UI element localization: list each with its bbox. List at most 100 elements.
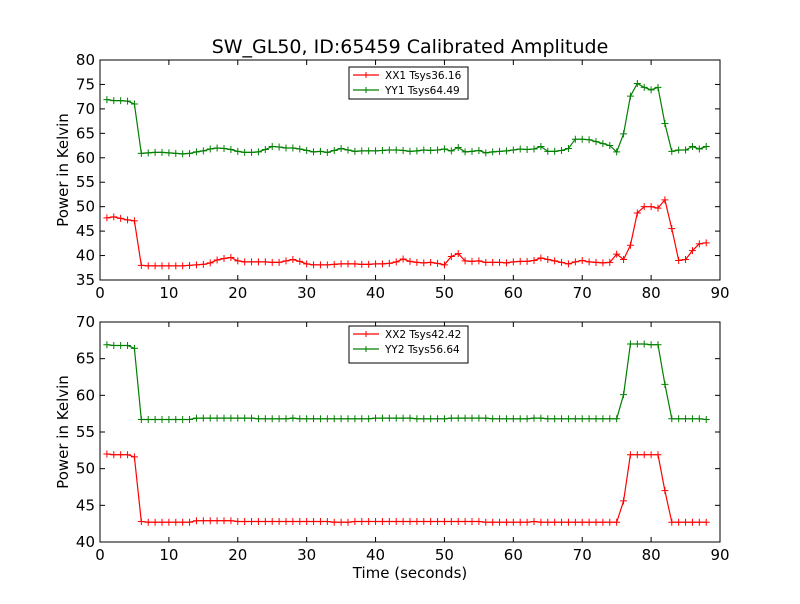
data-point: [434, 259, 442, 267]
data-point: [420, 146, 428, 154]
data-point: [530, 517, 538, 525]
data-point: [344, 260, 352, 268]
data-point: [537, 143, 545, 151]
data-point: [282, 415, 290, 423]
y-tick-label: 50: [76, 460, 95, 478]
data-point: [392, 258, 400, 266]
data-point: [461, 414, 469, 422]
data-point: [337, 518, 345, 526]
x-tick-label: 10: [159, 284, 178, 302]
data-point: [461, 148, 469, 156]
data-point: [654, 204, 662, 212]
data-point: [351, 147, 359, 155]
data-point: [261, 258, 269, 266]
data-point: [702, 143, 710, 151]
data-point: [282, 517, 290, 525]
data-point: [399, 255, 407, 263]
data-point: [558, 146, 566, 154]
x-tick-label: 0: [95, 284, 105, 302]
data-point: [454, 414, 462, 422]
data-point: [399, 414, 407, 422]
data-point: [551, 257, 559, 265]
data-point: [558, 258, 566, 266]
data-point: [599, 259, 607, 267]
data-point: [365, 517, 373, 525]
data-point: [372, 260, 380, 268]
data-point: [385, 146, 393, 154]
y-tick-label: 40: [76, 247, 95, 265]
data-point: [151, 416, 159, 424]
data-point: [668, 225, 676, 233]
data-point: [682, 415, 690, 423]
data-point: [502, 518, 510, 526]
data-point: [640, 340, 648, 348]
data-point: [241, 148, 249, 156]
data-point: [468, 414, 476, 422]
data-point: [620, 497, 628, 505]
y-tick-label: 65: [76, 350, 95, 368]
y-tick-label: 55: [76, 173, 95, 191]
data-point: [468, 257, 476, 265]
data-point: [592, 258, 600, 266]
data-point: [241, 258, 249, 266]
data-point: [413, 517, 421, 525]
data-point: [682, 146, 690, 154]
data-point: [158, 416, 166, 424]
data-point: [668, 147, 676, 155]
data-point: [420, 259, 428, 267]
data-point: [592, 415, 600, 423]
data-point: [647, 451, 655, 459]
data-point: [117, 451, 125, 459]
data-point: [482, 149, 490, 157]
legend-box: [348, 325, 469, 364]
data-point: [151, 262, 159, 270]
data-point: [117, 214, 125, 222]
data-point: [613, 518, 621, 526]
data-point: [447, 517, 455, 525]
data-point: [454, 517, 462, 525]
data-point: [261, 145, 269, 153]
data-point: [620, 255, 628, 263]
data-point: [220, 254, 228, 262]
data-point: [344, 146, 352, 154]
data-point: [385, 414, 393, 422]
data-point: [392, 146, 400, 154]
data-point: [158, 262, 166, 270]
data-point: [702, 518, 710, 526]
data-point: [179, 518, 187, 526]
data-point: [447, 147, 455, 155]
chart-panel-1: 0 10 20 30 40 50 60 70 80 90 35 40 45 50 55 60 65 70 75 80 P…: [54, 51, 730, 302]
y-tick-label: 60: [76, 149, 95, 167]
x-tick-label: 70: [573, 546, 592, 564]
data-point: [316, 147, 324, 155]
data-point: [571, 518, 579, 526]
data-point: [564, 415, 572, 423]
data-point: [578, 256, 586, 264]
data-point: [358, 517, 366, 525]
data-point: [103, 450, 111, 458]
data-point: [482, 518, 490, 526]
data-point: [661, 380, 669, 388]
data-point: [323, 517, 331, 525]
x-tick-label: 40: [366, 546, 385, 564]
y-tick-label: 50: [76, 198, 95, 216]
data-point: [544, 415, 552, 423]
data-point: [213, 256, 221, 264]
data-point: [620, 130, 628, 138]
data-point: [282, 144, 290, 152]
data-point: [296, 415, 304, 423]
data-point: [585, 136, 593, 144]
data-point: [372, 517, 380, 525]
data-point: [523, 145, 531, 153]
data-point: [323, 148, 331, 156]
data-point: [585, 518, 593, 526]
x-tick-label: 60: [504, 284, 523, 302]
data-point: [489, 258, 497, 266]
data-point: [337, 415, 345, 423]
data-point: [199, 260, 207, 268]
data-point: [399, 146, 407, 154]
data-point: [440, 517, 448, 525]
data-point: [544, 518, 552, 526]
data-point: [103, 96, 111, 104]
data-point: [516, 145, 524, 153]
